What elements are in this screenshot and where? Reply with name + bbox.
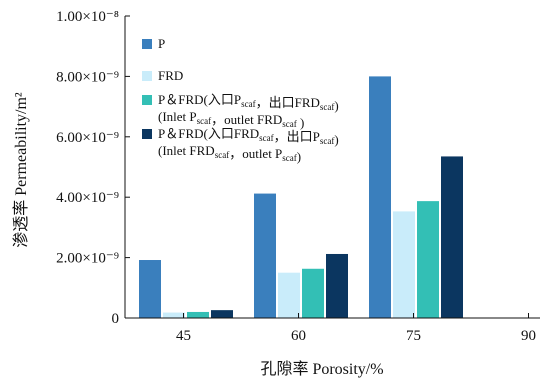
bar-series1-60 — [254, 193, 276, 318]
x-tick-label-45: 45 — [176, 328, 191, 344]
bar-series3-45 — [187, 311, 209, 318]
legend-label-2-line1: FRD — [158, 68, 183, 83]
legend-label-4-line1: P＆FRD(入口FRDscaf，出口Pscaf) — [158, 126, 339, 147]
legend-swatch-2 — [142, 71, 152, 81]
bars-layer — [139, 76, 463, 319]
axes-layer: 0 2.00×10⁻⁹ 4.00×10⁻⁹ 6.00×10⁻⁹ 8.00×10⁻⁹ 1.0… — [56, 9, 540, 344]
bar-series2-60 — [278, 272, 300, 318]
bar-series3-60 — [302, 268, 324, 318]
bar-series1-45 — [139, 260, 161, 318]
bar-series2-45 — [163, 312, 185, 318]
legend-label-1-line1: P — [158, 36, 165, 51]
legend-swatch-4 — [142, 129, 152, 139]
legend-swatch-3 — [142, 95, 152, 105]
y-tick-label-5: 1.00×10⁻⁸ — [56, 9, 119, 25]
y-tick-label-4: 8.00×10⁻⁹ — [56, 69, 119, 85]
legend-swatch-1 — [142, 39, 152, 49]
bar-series4-75 — [441, 156, 463, 318]
x-tick-label-75: 75 — [406, 328, 421, 344]
legend-label-4-line2: (Inlet FRDscaf，outlet Pscaf) — [158, 143, 301, 164]
y-axis-title: 渗透率 Permeability/m² — [12, 92, 30, 248]
bar-series2-75 — [393, 211, 415, 318]
legend: P FRD P＆FRD(入口Pscaf，出口FRDscaf)(Inlet Pscaf… — [142, 36, 339, 164]
x-tick-label-60: 60 — [291, 328, 306, 344]
y-tick-label-0: 0 — [112, 311, 120, 327]
bar-series4-60 — [326, 253, 348, 318]
bar-series4-45 — [211, 310, 233, 318]
y-tick-label-1: 2.00×10⁻⁹ — [56, 251, 119, 267]
bar-series1-75 — [369, 76, 391, 319]
x-tick-label-90: 90 — [521, 328, 536, 344]
bar-series3-75 — [417, 201, 439, 318]
x-axis-title: 孔隙率 Porosity/% — [260, 360, 383, 378]
legend-label-3-line1: P＆FRD(入口Pscaf，出口FRDscaf) — [158, 92, 339, 113]
y-tick-label-3: 6.00×10⁻⁹ — [56, 130, 119, 146]
legend-label-3-line2: (Inlet Pscaf，outlet FRDscaf ) — [158, 109, 304, 130]
y-tick-label-2: 4.00×10⁻⁹ — [56, 190, 119, 206]
